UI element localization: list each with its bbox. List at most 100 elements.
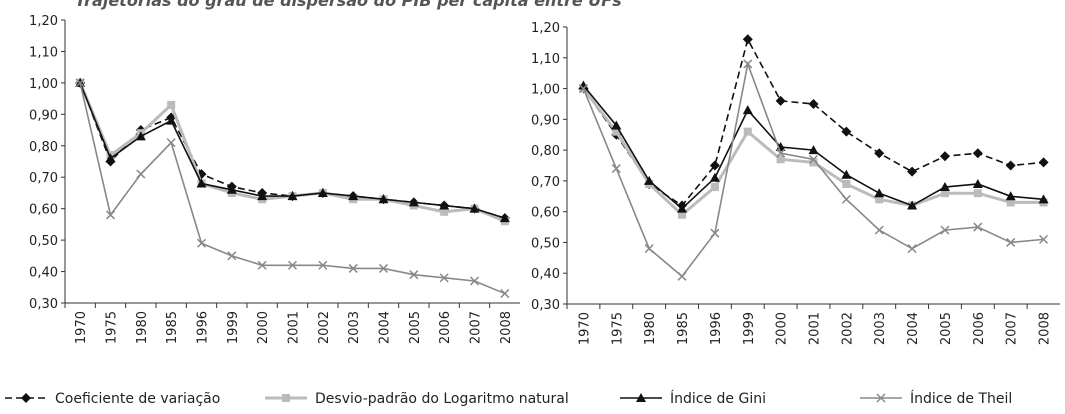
marker [876,393,886,403]
marker [469,203,480,213]
x-tick-label: 1999 [742,312,757,345]
marker [167,100,176,109]
y-tick-label: 0,40 [531,267,560,282]
marker [808,154,819,164]
x-tick-label: 2002 [840,312,855,345]
y-tick-label: 0,30 [29,297,58,312]
x-tick-label: 1999 [226,311,241,344]
y-tick-label: 0,60 [29,203,58,218]
y-tick-label: 1,00 [531,83,560,98]
x-tick-label: 2003 [347,311,362,344]
marker [282,394,290,402]
x-tick-label: 2005 [408,311,423,344]
marker [808,145,819,155]
marker [408,197,419,207]
marker [678,210,687,219]
marker [166,115,177,125]
x-tick-label: 1996 [709,312,724,345]
marker [776,148,786,158]
y-tick-label: 1,20 [531,21,560,36]
x-tick-label: 2005 [939,312,954,345]
marker [136,169,146,179]
x-tick-label: 2006 [438,311,453,344]
marker [378,194,389,204]
y-tick-label: 0,40 [29,266,58,281]
x-tick-label: 1970 [74,311,89,344]
marker [939,182,950,192]
marker [612,127,621,136]
marker [677,271,687,281]
marker [940,225,950,235]
x-tick-label: 1975 [105,311,120,344]
marker [841,169,852,179]
marker [874,225,884,235]
marker [973,222,983,232]
y-tick-label: 0,70 [531,175,560,190]
marker [317,187,328,197]
y-tick-label: 0,80 [29,140,58,155]
marker [940,189,949,198]
marker [611,120,622,130]
legend-label: Coeficiente de variação [55,391,220,407]
y-tick-label: 0,80 [531,144,560,159]
marker [907,244,917,254]
marker [742,105,753,115]
marker [939,151,950,162]
marker [1038,194,1049,204]
x-tick-label: 1996 [196,311,211,344]
y-tick-label: 0,60 [531,206,560,221]
x-tick-label: 2003 [873,312,888,345]
marker [348,263,358,273]
x-tick-label: 2002 [317,311,332,344]
x-tick-label: 2006 [972,312,987,345]
marker [907,200,918,210]
marker [874,148,885,159]
y-tick-label: 1,10 [29,45,58,60]
marker [808,98,819,109]
x-tick-label: 2000 [256,311,271,344]
marker [287,260,298,270]
marker [677,203,688,213]
x-tick-label: 1980 [643,312,658,345]
x-tick-label: 2008 [499,311,514,344]
marker [21,393,31,403]
marker [841,126,852,137]
marker [776,155,785,164]
marker [500,289,510,299]
marker [578,80,589,90]
marker [409,270,419,280]
marker [874,188,885,198]
marker [907,166,918,177]
marker [499,213,510,223]
marker [257,191,268,201]
marker [973,189,982,198]
x-tick-label: 2007 [469,311,484,344]
marker [841,194,851,204]
y-tick-label: 0,50 [29,234,58,249]
marker [1005,191,1016,201]
marker [1039,234,1049,244]
x-tick-label: 1985 [676,312,691,345]
marker [972,148,983,159]
marker [1005,160,1016,171]
marker [1006,237,1016,247]
marker [644,244,654,254]
marker [469,276,480,286]
marker [318,260,328,270]
x-tick-label: 2000 [775,312,790,345]
marker [439,200,450,210]
marker [287,191,298,201]
marker [611,164,621,174]
marker [378,263,389,273]
y-tick-label: 1,10 [531,52,560,67]
marker [196,238,207,248]
marker [105,153,116,163]
marker [196,178,207,188]
marker [743,59,753,69]
marker [710,228,720,238]
y-tick-label: 0,50 [531,236,560,251]
x-tick-label: 2001 [808,312,823,345]
x-tick-label: 2004 [378,311,393,344]
marker [348,191,359,201]
marker [709,160,720,171]
